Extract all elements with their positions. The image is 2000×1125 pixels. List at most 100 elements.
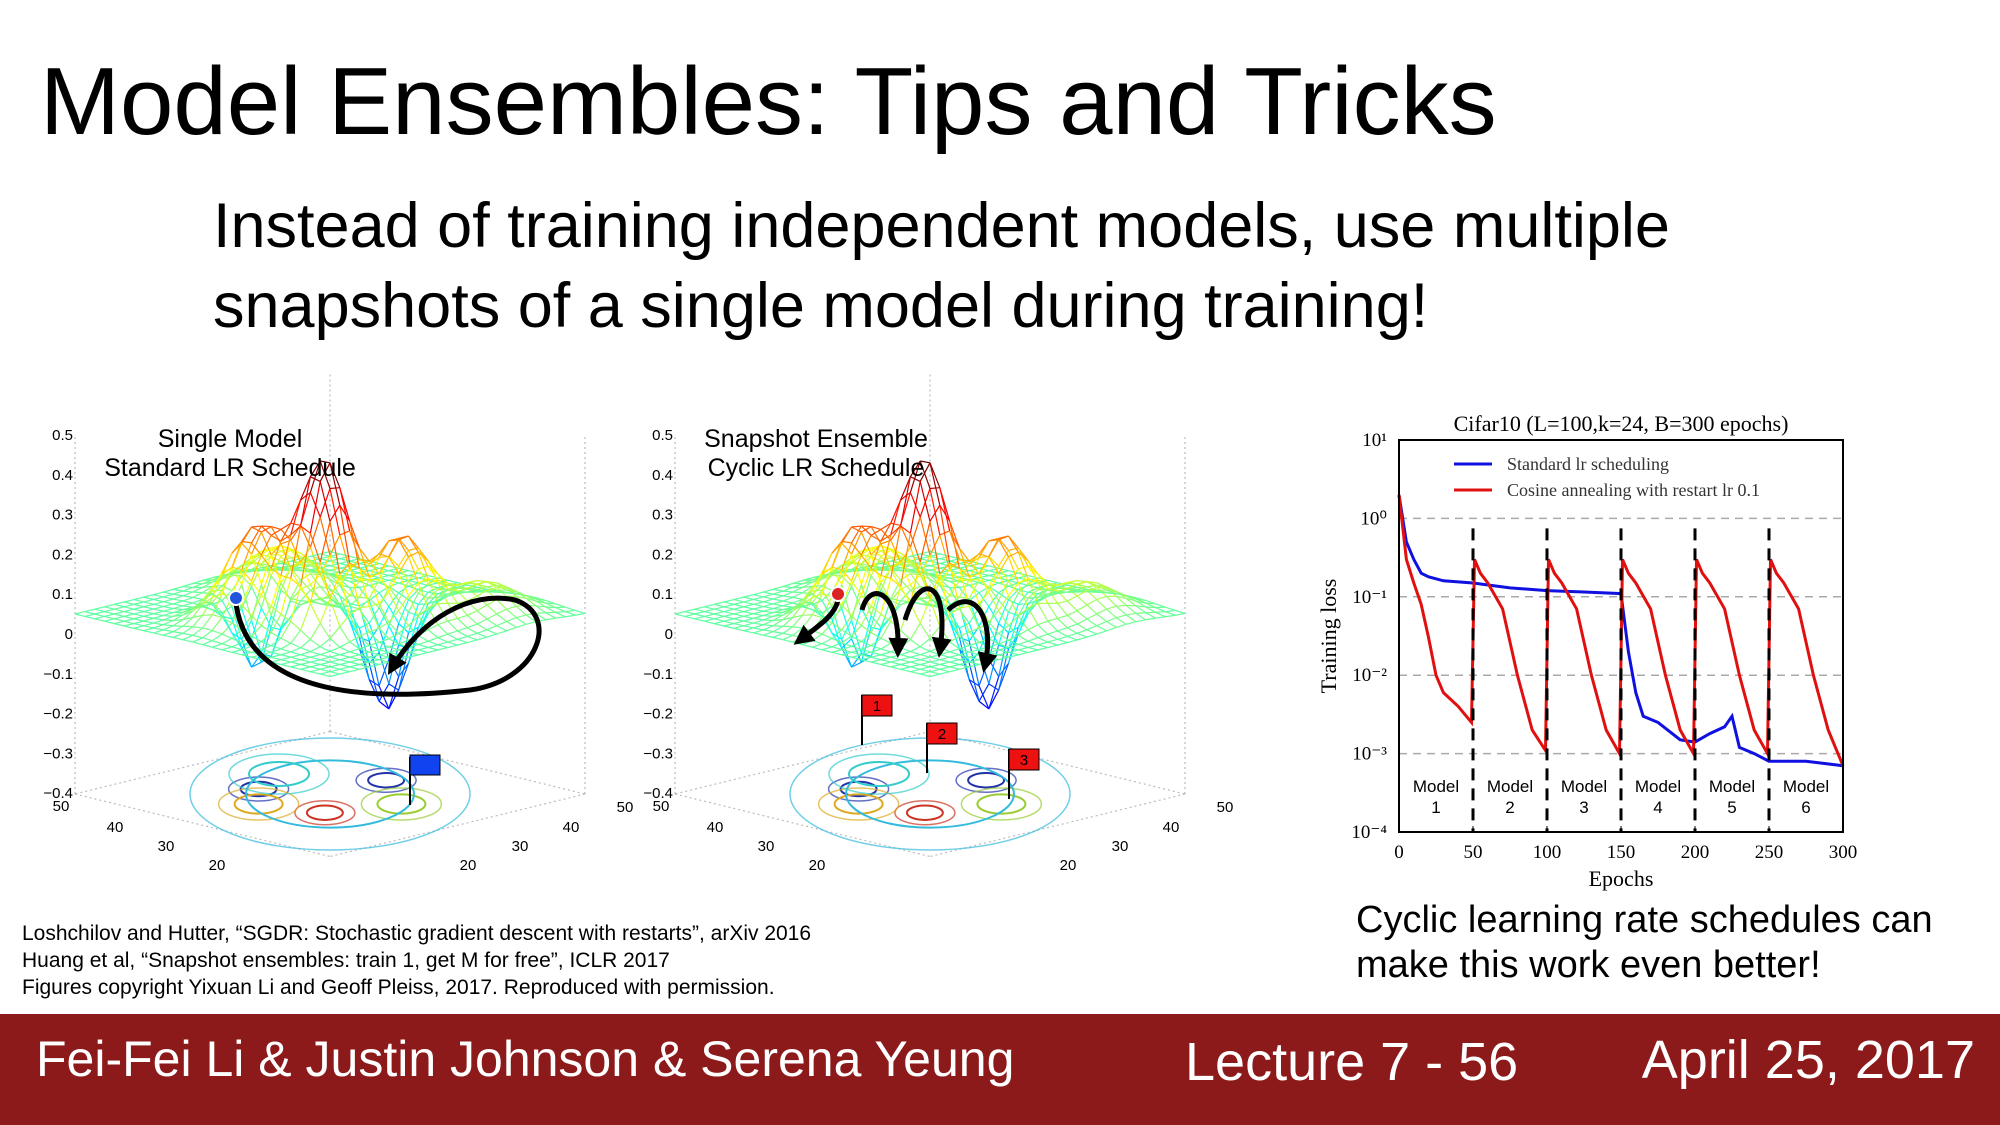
mesh-line bbox=[407, 535, 419, 549]
mesh-line bbox=[418, 565, 429, 570]
start-dot bbox=[830, 586, 846, 602]
mesh-line bbox=[792, 641, 803, 646]
mesh-line bbox=[349, 641, 360, 650]
mesh-line bbox=[368, 679, 380, 702]
mesh-line bbox=[339, 534, 351, 570]
mesh-line bbox=[1007, 556, 1019, 584]
mesh-line bbox=[792, 592, 803, 598]
mesh-line bbox=[290, 556, 301, 559]
mesh-line bbox=[968, 576, 980, 604]
mesh-line bbox=[861, 659, 872, 663]
mesh-line bbox=[959, 580, 970, 586]
mesh-line bbox=[310, 476, 321, 482]
mesh-line bbox=[1027, 560, 1039, 575]
mesh-line bbox=[763, 634, 774, 638]
mesh-line bbox=[684, 608, 695, 613]
model-label: Model bbox=[1561, 777, 1607, 796]
mesh-line bbox=[841, 542, 853, 570]
mesh-line bbox=[733, 620, 744, 625]
mesh-line bbox=[369, 573, 380, 578]
mesh-line bbox=[841, 526, 853, 544]
model-label: 1 bbox=[1431, 798, 1440, 817]
z-tick-label: 0.3 bbox=[652, 507, 673, 524]
mesh-line bbox=[427, 582, 439, 591]
mesh-line bbox=[978, 579, 989, 584]
mesh-line bbox=[998, 643, 1009, 648]
mesh-line bbox=[202, 585, 213, 594]
mesh-line bbox=[939, 654, 950, 658]
mesh-line bbox=[349, 651, 360, 656]
mesh-line bbox=[398, 565, 409, 582]
figures: 0.50.40.30.20.10−0.1−0.2−0.3−0.450403020… bbox=[43, 371, 1233, 874]
mesh-line bbox=[733, 613, 744, 617]
mesh-line bbox=[153, 629, 164, 634]
mesh-line bbox=[998, 599, 1010, 624]
mesh-line bbox=[1008, 551, 1019, 558]
mesh-line bbox=[939, 583, 951, 596]
mesh-line bbox=[94, 606, 105, 610]
mesh-line bbox=[753, 610, 764, 615]
mesh-line bbox=[349, 668, 360, 673]
mesh-line bbox=[250, 554, 262, 582]
mesh-line bbox=[349, 663, 360, 668]
mesh-line bbox=[919, 638, 931, 648]
mesh-line bbox=[359, 622, 370, 629]
mesh-line bbox=[919, 516, 931, 556]
mesh-line bbox=[753, 591, 764, 596]
mesh-line bbox=[1008, 625, 1019, 636]
mesh-line bbox=[1047, 617, 1058, 622]
mesh-line bbox=[773, 614, 783, 617]
mesh-line bbox=[447, 592, 458, 597]
base-tick-label: 30 bbox=[758, 838, 775, 855]
mesh-line bbox=[221, 616, 233, 624]
mesh-line bbox=[428, 596, 438, 599]
mesh-line bbox=[821, 643, 833, 648]
mesh-line bbox=[998, 579, 1009, 584]
mesh-line bbox=[753, 601, 764, 605]
mesh-line bbox=[890, 577, 901, 588]
mesh-line bbox=[1007, 615, 1019, 650]
mesh-line bbox=[890, 666, 901, 670]
mesh-line bbox=[329, 654, 340, 658]
mesh-line bbox=[812, 593, 823, 599]
z-tick-label: −0.2 bbox=[643, 706, 673, 723]
mesh-line bbox=[919, 521, 931, 563]
footer-authors: Fei-Fei Li & Justin Johnson & Serena Yeu… bbox=[36, 1031, 1014, 1087]
mesh-line bbox=[998, 585, 1009, 594]
mesh-line bbox=[870, 632, 882, 639]
mesh-line bbox=[1057, 602, 1068, 616]
mesh-line bbox=[339, 641, 350, 648]
mesh-line bbox=[920, 668, 931, 673]
mesh-line bbox=[506, 589, 517, 595]
mesh-line bbox=[753, 605, 764, 610]
mesh-line bbox=[525, 597, 537, 602]
mesh-line bbox=[329, 597, 341, 608]
mesh-line bbox=[427, 560, 439, 575]
mesh-line bbox=[369, 656, 380, 661]
mesh-line bbox=[211, 574, 223, 589]
mesh-line bbox=[988, 646, 999, 651]
mesh-line bbox=[723, 620, 734, 625]
mesh-line bbox=[231, 646, 242, 651]
mesh-line bbox=[172, 605, 184, 610]
mesh-line bbox=[153, 619, 164, 624]
mesh-line bbox=[714, 608, 725, 613]
mesh-line bbox=[890, 499, 902, 524]
mesh-line bbox=[172, 636, 184, 641]
mesh-line bbox=[476, 590, 488, 597]
mesh-line bbox=[310, 601, 321, 605]
mesh-line bbox=[114, 613, 125, 617]
mesh-line bbox=[723, 622, 734, 627]
mesh-line bbox=[211, 593, 223, 616]
mesh-line bbox=[114, 611, 125, 615]
mesh-line bbox=[890, 661, 901, 666]
contour bbox=[227, 776, 290, 802]
mesh-line bbox=[290, 522, 301, 527]
mesh-line bbox=[831, 649, 842, 653]
figure-label: Cyclic LR Schedule bbox=[708, 454, 925, 482]
mesh-line bbox=[290, 666, 301, 670]
mesh-line bbox=[349, 635, 360, 643]
mesh-line bbox=[260, 568, 272, 596]
mesh-line bbox=[831, 632, 843, 640]
